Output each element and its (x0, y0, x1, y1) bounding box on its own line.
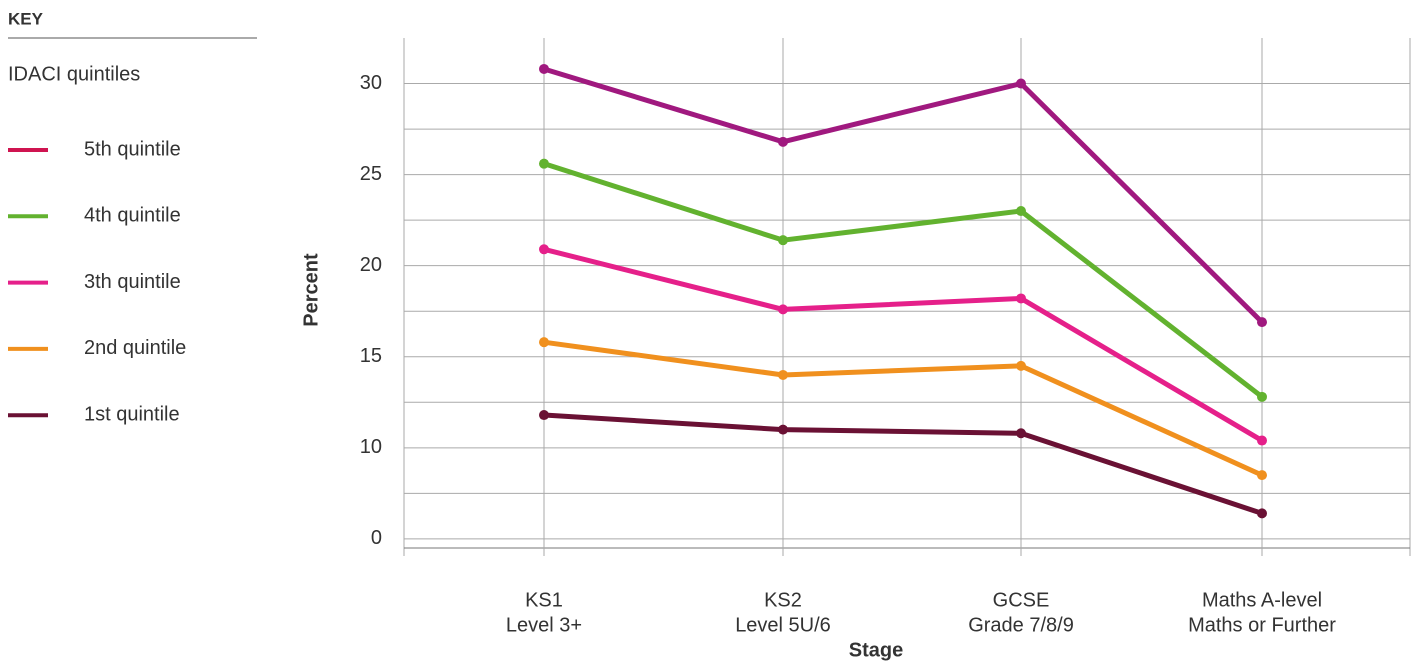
data-point (778, 369, 788, 380)
legend-label: 1st quintile (84, 403, 180, 425)
x-tick-label: KS1 (525, 589, 563, 611)
data-point (1016, 428, 1026, 439)
key-title: KEY (8, 9, 44, 28)
data-point (539, 337, 549, 348)
x-tick-label: Grade 7/8/9 (968, 614, 1074, 636)
data-point (1257, 391, 1267, 402)
series-line (543, 66, 1264, 324)
legend-label: 5th quintile (84, 138, 181, 160)
legend-title: IDACI quintiles (8, 63, 140, 85)
y-tick-label: 0 (371, 527, 382, 549)
x-tick-label: Maths A-level (1202, 589, 1322, 611)
y-tick-label: 25 (360, 163, 382, 185)
legend-label: 4th quintile (84, 205, 181, 227)
y-tick-label: 30 (360, 72, 382, 94)
data-point (1016, 206, 1026, 217)
series-line (543, 412, 1263, 516)
data-point (1257, 435, 1267, 446)
x-tick-label: Level 5U/6 (735, 614, 831, 636)
legend-label: 3th quintile (84, 271, 181, 293)
y-axis-label: Percent (300, 253, 322, 327)
data-point (778, 136, 788, 147)
y-tick-label: 15 (360, 345, 382, 367)
data-point (539, 63, 549, 74)
data-point (778, 424, 788, 435)
series-line (543, 246, 1264, 443)
x-axis-label: Stage (849, 639, 903, 661)
data-point (778, 235, 788, 246)
data-point (1257, 470, 1267, 481)
data-point (1257, 508, 1267, 519)
y-tick-label: 10 (360, 436, 382, 458)
data-point (1016, 78, 1026, 89)
data-point (778, 304, 788, 315)
data-point (539, 244, 549, 255)
series-line (543, 161, 1264, 399)
y-tick-label: 20 (360, 254, 382, 276)
data-point (539, 158, 549, 169)
data-point (1016, 360, 1026, 371)
x-tick-label: GCSE (993, 589, 1050, 611)
x-tick-label: Level 3+ (506, 614, 582, 636)
x-tick-label: Maths or Further (1188, 614, 1336, 636)
legend-label: 2nd quintile (84, 337, 186, 359)
data-point (1016, 293, 1026, 304)
x-tick-label: KS2 (764, 589, 802, 611)
series-line (543, 339, 1264, 478)
data-point (539, 410, 549, 421)
data-point (1257, 317, 1267, 328)
